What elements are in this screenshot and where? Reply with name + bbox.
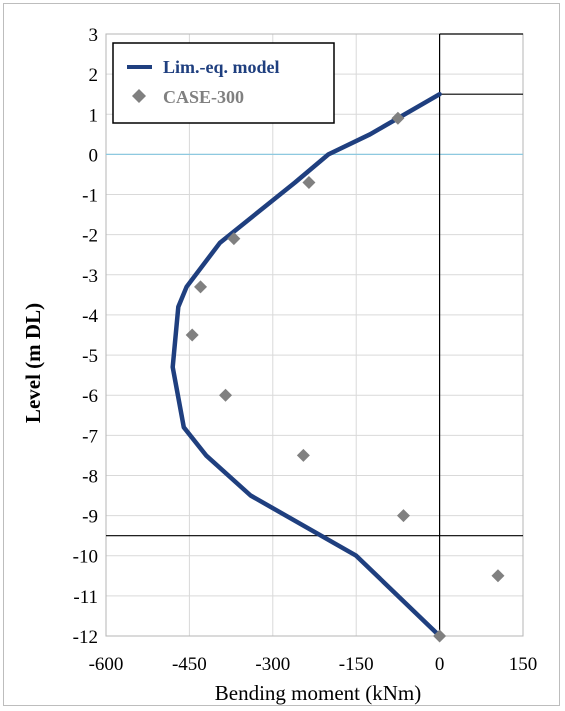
series-line-lim-eq-model — [170, 91, 442, 639]
y-tick-label: -12 — [73, 627, 98, 648]
legend-marker-swatch — [132, 89, 146, 103]
y-tick-label: -11 — [73, 587, 98, 608]
y-tick-label: 2 — [89, 65, 99, 86]
data-point-case-300 — [185, 328, 199, 342]
series-layer — [170, 91, 505, 643]
y-tick-label: -9 — [82, 507, 98, 528]
plot-area-border — [105, 33, 524, 637]
y-tick-label: -2 — [82, 226, 98, 247]
y-tick-label: -1 — [82, 186, 98, 207]
y-tick-label: -4 — [82, 306, 98, 327]
x-axis-title: Bending moment (kNm) — [215, 681, 421, 705]
x-tick-label: -300 — [255, 654, 290, 675]
y-axis-title: Level (m DL) — [21, 303, 45, 423]
data-point-case-300 — [296, 448, 310, 462]
y-tick-label: -6 — [82, 386, 98, 407]
data-point-case-300 — [491, 569, 505, 583]
y-tick-label: -3 — [82, 266, 98, 287]
y-tick-label: 3 — [89, 25, 99, 46]
data-point-case-300 — [396, 509, 410, 523]
x-tick-label: -450 — [172, 654, 207, 675]
y-tick-label: -7 — [82, 426, 98, 447]
data-point-case-300 — [227, 232, 241, 246]
legend-label-lim-eq-model: Lim.-eq. model — [163, 57, 280, 77]
x-tick-label: 150 — [509, 654, 538, 675]
reference-lines — [106, 33, 523, 636]
legend-box — [112, 42, 335, 124]
legend-label-case-300: CASE-300 — [163, 87, 244, 107]
data-point-case-300 — [219, 388, 233, 402]
x-tick-label: -150 — [339, 654, 374, 675]
data-point-case-300 — [194, 280, 208, 294]
y-tick-label: 0 — [89, 145, 99, 166]
y-tick-label: -8 — [82, 466, 98, 487]
tick-labels: -600 -450 -300 -150 0 150 3 2 1 0 -1 -2 -3 -4 -5 -6 -7 -8… — [73, 25, 538, 675]
data-point-case-300 — [433, 629, 447, 643]
x-tick-label: 0 — [435, 654, 445, 675]
y-tick-label: -5 — [82, 346, 98, 367]
grid-layer — [105, 33, 524, 637]
y-tick-label: 1 — [89, 105, 99, 126]
data-point-case-300 — [302, 175, 316, 189]
data-point-case-300 — [391, 111, 405, 125]
legend: Lim.-eq. model CASE-300 — [112, 42, 335, 124]
y-tick-label: -10 — [73, 547, 98, 568]
x-tick-label: -600 — [89, 654, 124, 675]
